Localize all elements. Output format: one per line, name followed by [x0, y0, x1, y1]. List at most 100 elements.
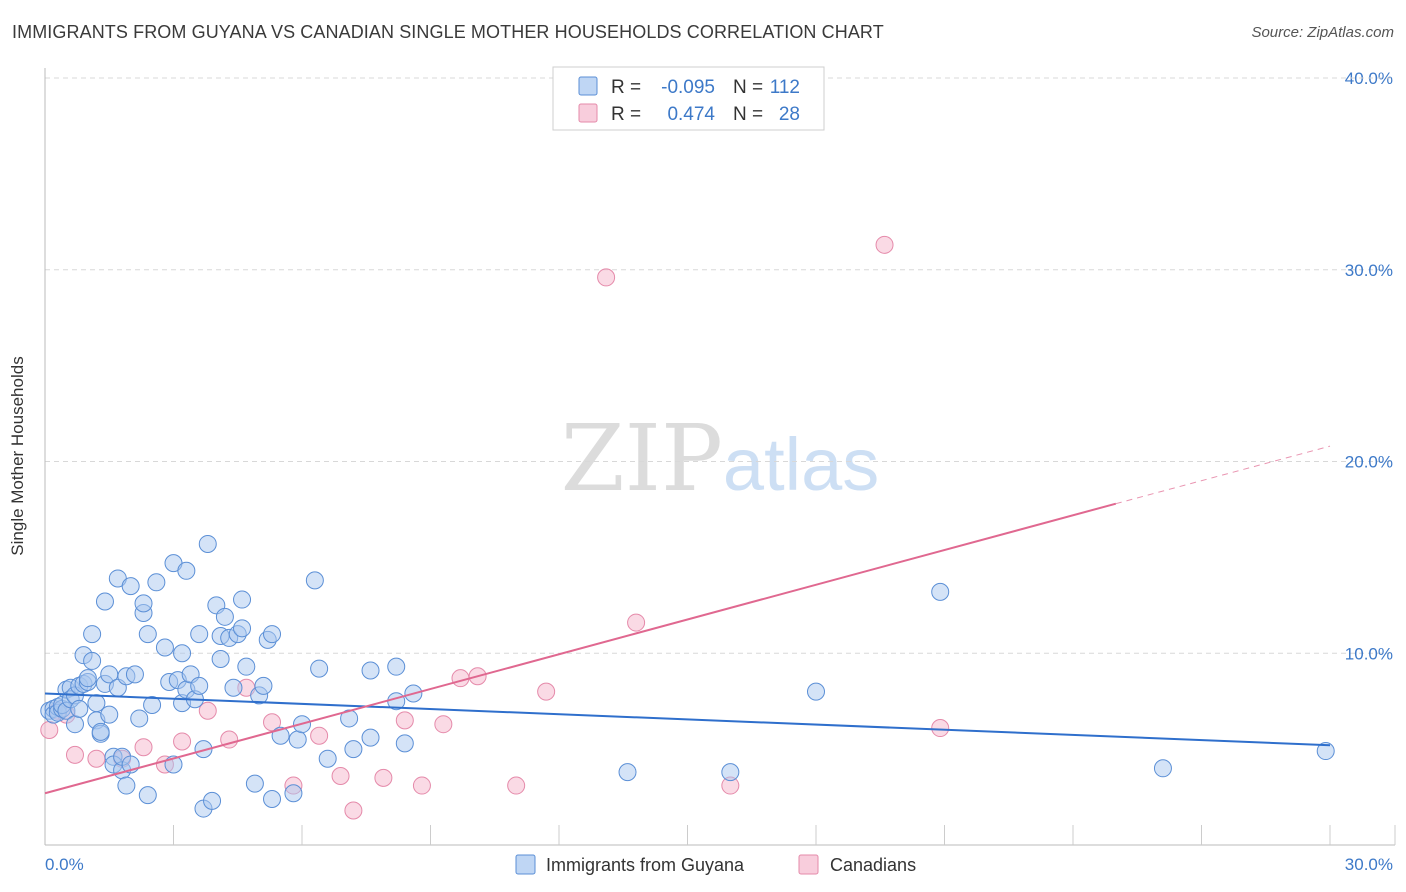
- guyana-trend-line: [44, 692, 1331, 747]
- guyana-point: [340, 709, 359, 728]
- guyana-point: [173, 644, 192, 663]
- guyana-point: [224, 678, 243, 697]
- guyana-point: [361, 661, 380, 680]
- guyana-point: [361, 728, 380, 747]
- canadians-point: [40, 720, 59, 739]
- legend-swatch-canadians: [578, 103, 598, 123]
- guyana-point: [245, 774, 264, 793]
- guyana-point: [203, 791, 222, 810]
- watermark-atlas: atlas: [723, 423, 879, 506]
- legend-r-label: R =: [611, 77, 641, 98]
- guyana-point: [95, 592, 114, 611]
- legend-r-value: 0.474: [667, 104, 715, 125]
- guyana-point: [70, 699, 89, 718]
- source-label: Source: ZipAtlas.com: [1251, 24, 1394, 41]
- guyana-point: [83, 625, 102, 644]
- bottom-legend-swatch-guyana: [515, 854, 536, 875]
- guyana-point: [147, 573, 166, 592]
- guyana-point: [215, 607, 234, 626]
- guyana-point: [100, 705, 119, 724]
- canadians-point: [627, 613, 646, 632]
- canadians-point: [875, 235, 894, 254]
- canadians-point: [507, 776, 526, 795]
- watermark: ZIPatlas: [561, 405, 879, 512]
- guyana-point: [254, 676, 273, 695]
- guyana-point: [318, 749, 337, 768]
- guyana-point: [198, 534, 217, 553]
- legend-n-label: N =: [733, 77, 763, 98]
- x-tick-label: 0.0%: [45, 855, 84, 874]
- canadians-trend-line: [44, 502, 1117, 795]
- guyana-point: [288, 730, 307, 749]
- legend-n-label: N =: [733, 104, 763, 125]
- guyana-point: [117, 776, 136, 795]
- guyana-point: [134, 594, 153, 613]
- canadians-point: [597, 268, 616, 287]
- x-tick-label: 30.0%: [1345, 855, 1393, 874]
- y-tick-label: 30.0%: [1345, 261, 1393, 280]
- guyana-point: [121, 577, 140, 596]
- guyana-point: [138, 786, 157, 805]
- canadians-point: [344, 801, 363, 820]
- legend-swatch-guyana: [578, 76, 598, 96]
- guyana-point: [177, 561, 196, 580]
- guyana-point: [310, 659, 329, 678]
- canadians-trend-extension: [1115, 445, 1331, 505]
- canadians-point: [331, 766, 350, 785]
- guyana-point: [237, 657, 256, 676]
- bottom-legend-label-guyana: Immigrants from Guyana: [546, 855, 745, 875]
- canadians-point: [537, 682, 556, 701]
- guyana-point: [395, 734, 414, 753]
- guyana-point: [305, 571, 324, 590]
- canadians-point: [374, 768, 393, 787]
- canadians-point: [87, 749, 106, 768]
- guyana-point: [263, 789, 282, 808]
- canadians-point: [173, 732, 192, 751]
- guyana-point: [138, 625, 157, 644]
- bottom-legend-swatch-canadians: [798, 854, 819, 875]
- canadians-point: [65, 745, 84, 764]
- canadians-point: [198, 701, 217, 720]
- guyana-point: [78, 669, 97, 688]
- bottom-legend-label-canadians: Canadians: [830, 855, 916, 875]
- canadians-point: [931, 719, 950, 738]
- guyana-point: [233, 590, 252, 609]
- guyana-point: [143, 696, 162, 715]
- canadians-point: [395, 711, 414, 730]
- y-tick-label: 20.0%: [1345, 453, 1393, 472]
- canadians-point: [412, 776, 431, 795]
- legend-n-value: 112: [770, 77, 800, 98]
- guyana-point: [91, 722, 110, 741]
- legend-r-value: -0.095: [661, 77, 715, 98]
- canadians-point: [134, 738, 153, 757]
- guyana-point: [233, 619, 252, 638]
- guyana-point: [155, 638, 174, 657]
- legend-n-value: 28: [779, 104, 800, 125]
- guyana-point: [931, 582, 950, 601]
- guyana-point: [1316, 742, 1335, 761]
- legend-box: [552, 66, 825, 131]
- guyana-point: [83, 651, 102, 670]
- guyana-point: [125, 665, 144, 684]
- y-tick-label: 10.0%: [1345, 644, 1393, 663]
- canadians-point: [434, 715, 453, 734]
- guyana-point: [190, 676, 209, 695]
- watermark-zip: ZIP: [561, 405, 723, 512]
- legend-r-label: R =: [611, 104, 641, 125]
- guyana-point: [190, 625, 209, 644]
- chart-title: IMMIGRANTS FROM GUYANA VS CANADIAN SINGL…: [12, 22, 884, 42]
- guyana-point: [618, 763, 637, 782]
- guyana-point: [807, 682, 825, 701]
- guyana-point: [284, 784, 303, 803]
- canadians-point: [451, 669, 470, 688]
- guyana-point: [344, 740, 363, 759]
- guyana-point: [721, 763, 740, 782]
- guyana-point: [263, 625, 282, 644]
- guyana-point: [211, 650, 230, 669]
- guyana-point: [1153, 759, 1172, 778]
- guyana-point: [387, 657, 406, 676]
- guyana-point: [130, 709, 149, 728]
- guyana-point: [65, 715, 84, 734]
- canadians-point: [310, 726, 329, 745]
